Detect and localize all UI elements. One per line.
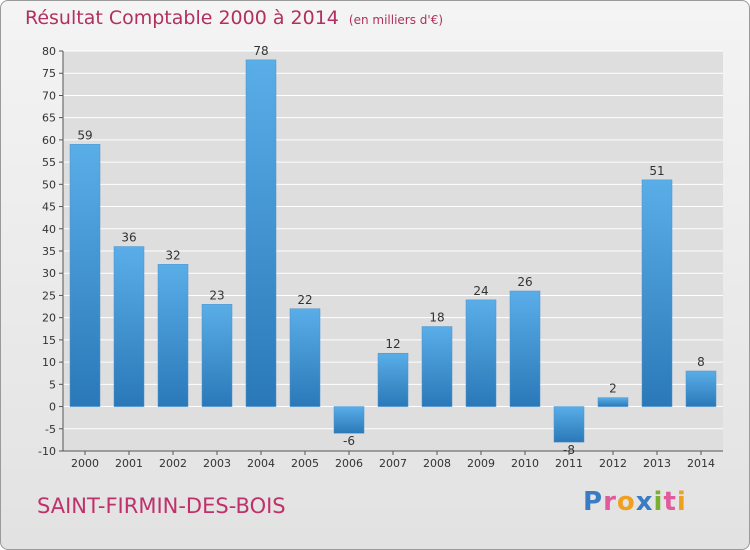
y-tick-label: 20: [42, 312, 56, 325]
y-tick-label: 65: [42, 112, 56, 125]
logo-letter: i: [653, 487, 664, 517]
data-label: 8: [697, 355, 705, 369]
y-tick-label: 55: [42, 156, 56, 169]
chart-subtitle: (en milliers d'€): [348, 13, 444, 27]
y-tick-label: 75: [42, 67, 56, 80]
y-tick-label: 40: [42, 223, 56, 236]
bar: [509, 290, 541, 407]
bar: [597, 397, 629, 407]
y-tick-label: 60: [42, 134, 56, 147]
y-tick-label: 70: [42, 89, 56, 102]
x-tick-label: 2010: [511, 457, 539, 470]
data-label: 24: [473, 284, 488, 298]
x-tick-label: 2004: [247, 457, 275, 470]
logo-letter: t: [663, 487, 677, 517]
x-tick-label: 2012: [599, 457, 627, 470]
x-tick-label: 2005: [291, 457, 319, 470]
data-label: 59: [77, 128, 92, 142]
y-tick-label: 25: [42, 289, 56, 302]
bar: [201, 304, 233, 407]
data-label: 26: [517, 275, 532, 289]
y-tick-label: 10: [42, 356, 56, 369]
data-label: 78: [253, 44, 268, 58]
y-tick-label: 5: [49, 378, 56, 391]
x-tick-label: 2002: [159, 457, 187, 470]
logo-letter: r: [603, 487, 617, 517]
logo-letter: P: [583, 487, 604, 517]
data-label: 12: [385, 337, 400, 351]
bar: [113, 246, 145, 407]
data-label: 36: [121, 231, 136, 245]
y-tick-label: -5: [45, 423, 56, 436]
proxiti-logo: Proxiti: [583, 487, 687, 517]
x-tick-label: 2003: [203, 457, 231, 470]
y-tick-label: -10: [38, 445, 56, 458]
bar: [157, 264, 189, 407]
y-tick-label: 80: [42, 45, 56, 58]
x-tick-label: 2009: [467, 457, 495, 470]
bar: [421, 326, 453, 407]
bar: [69, 144, 101, 407]
data-label: 23: [209, 288, 224, 302]
x-tick-label: 2014: [687, 457, 715, 470]
x-tick-label: 2011: [555, 457, 583, 470]
bar: [377, 352, 409, 407]
y-tick-label: 35: [42, 245, 56, 258]
x-tick-label: 2000: [71, 457, 99, 470]
y-tick-label: 30: [42, 267, 56, 280]
y-tick-label: 45: [42, 201, 56, 214]
x-tick-label: 2008: [423, 457, 451, 470]
x-tick-label: 2013: [643, 457, 671, 470]
logo-letter: o: [616, 487, 636, 517]
x-tick-label: 2007: [379, 457, 407, 470]
bar: [465, 299, 497, 407]
title-line: Résultat Comptable 2000 à 2014 (en millie…: [25, 7, 443, 29]
bar: [245, 59, 277, 407]
data-label: -8: [563, 443, 575, 457]
data-label: 2: [609, 382, 617, 396]
y-tick-label: 0: [49, 401, 56, 414]
y-tick-label: 15: [42, 334, 56, 347]
bar: [553, 406, 585, 443]
data-label: 32: [165, 248, 180, 262]
town-name: SAINT-FIRMIN-DES-BOIS: [37, 494, 286, 518]
data-label: 51: [649, 164, 664, 178]
chart-title: Résultat Comptable 2000 à 2014: [25, 7, 339, 29]
logo-letter: x: [635, 487, 654, 517]
bar: [333, 406, 365, 434]
x-tick-label: 2006: [335, 457, 363, 470]
data-label: 18: [429, 311, 444, 325]
bar: [641, 179, 673, 407]
y-tick-label: 50: [42, 178, 56, 191]
bar: [289, 308, 321, 407]
bar: [685, 370, 717, 407]
data-label: 22: [297, 293, 312, 307]
x-tick-label: 2001: [115, 457, 143, 470]
logo-letter: i: [676, 487, 687, 517]
data-label: -6: [343, 434, 355, 448]
